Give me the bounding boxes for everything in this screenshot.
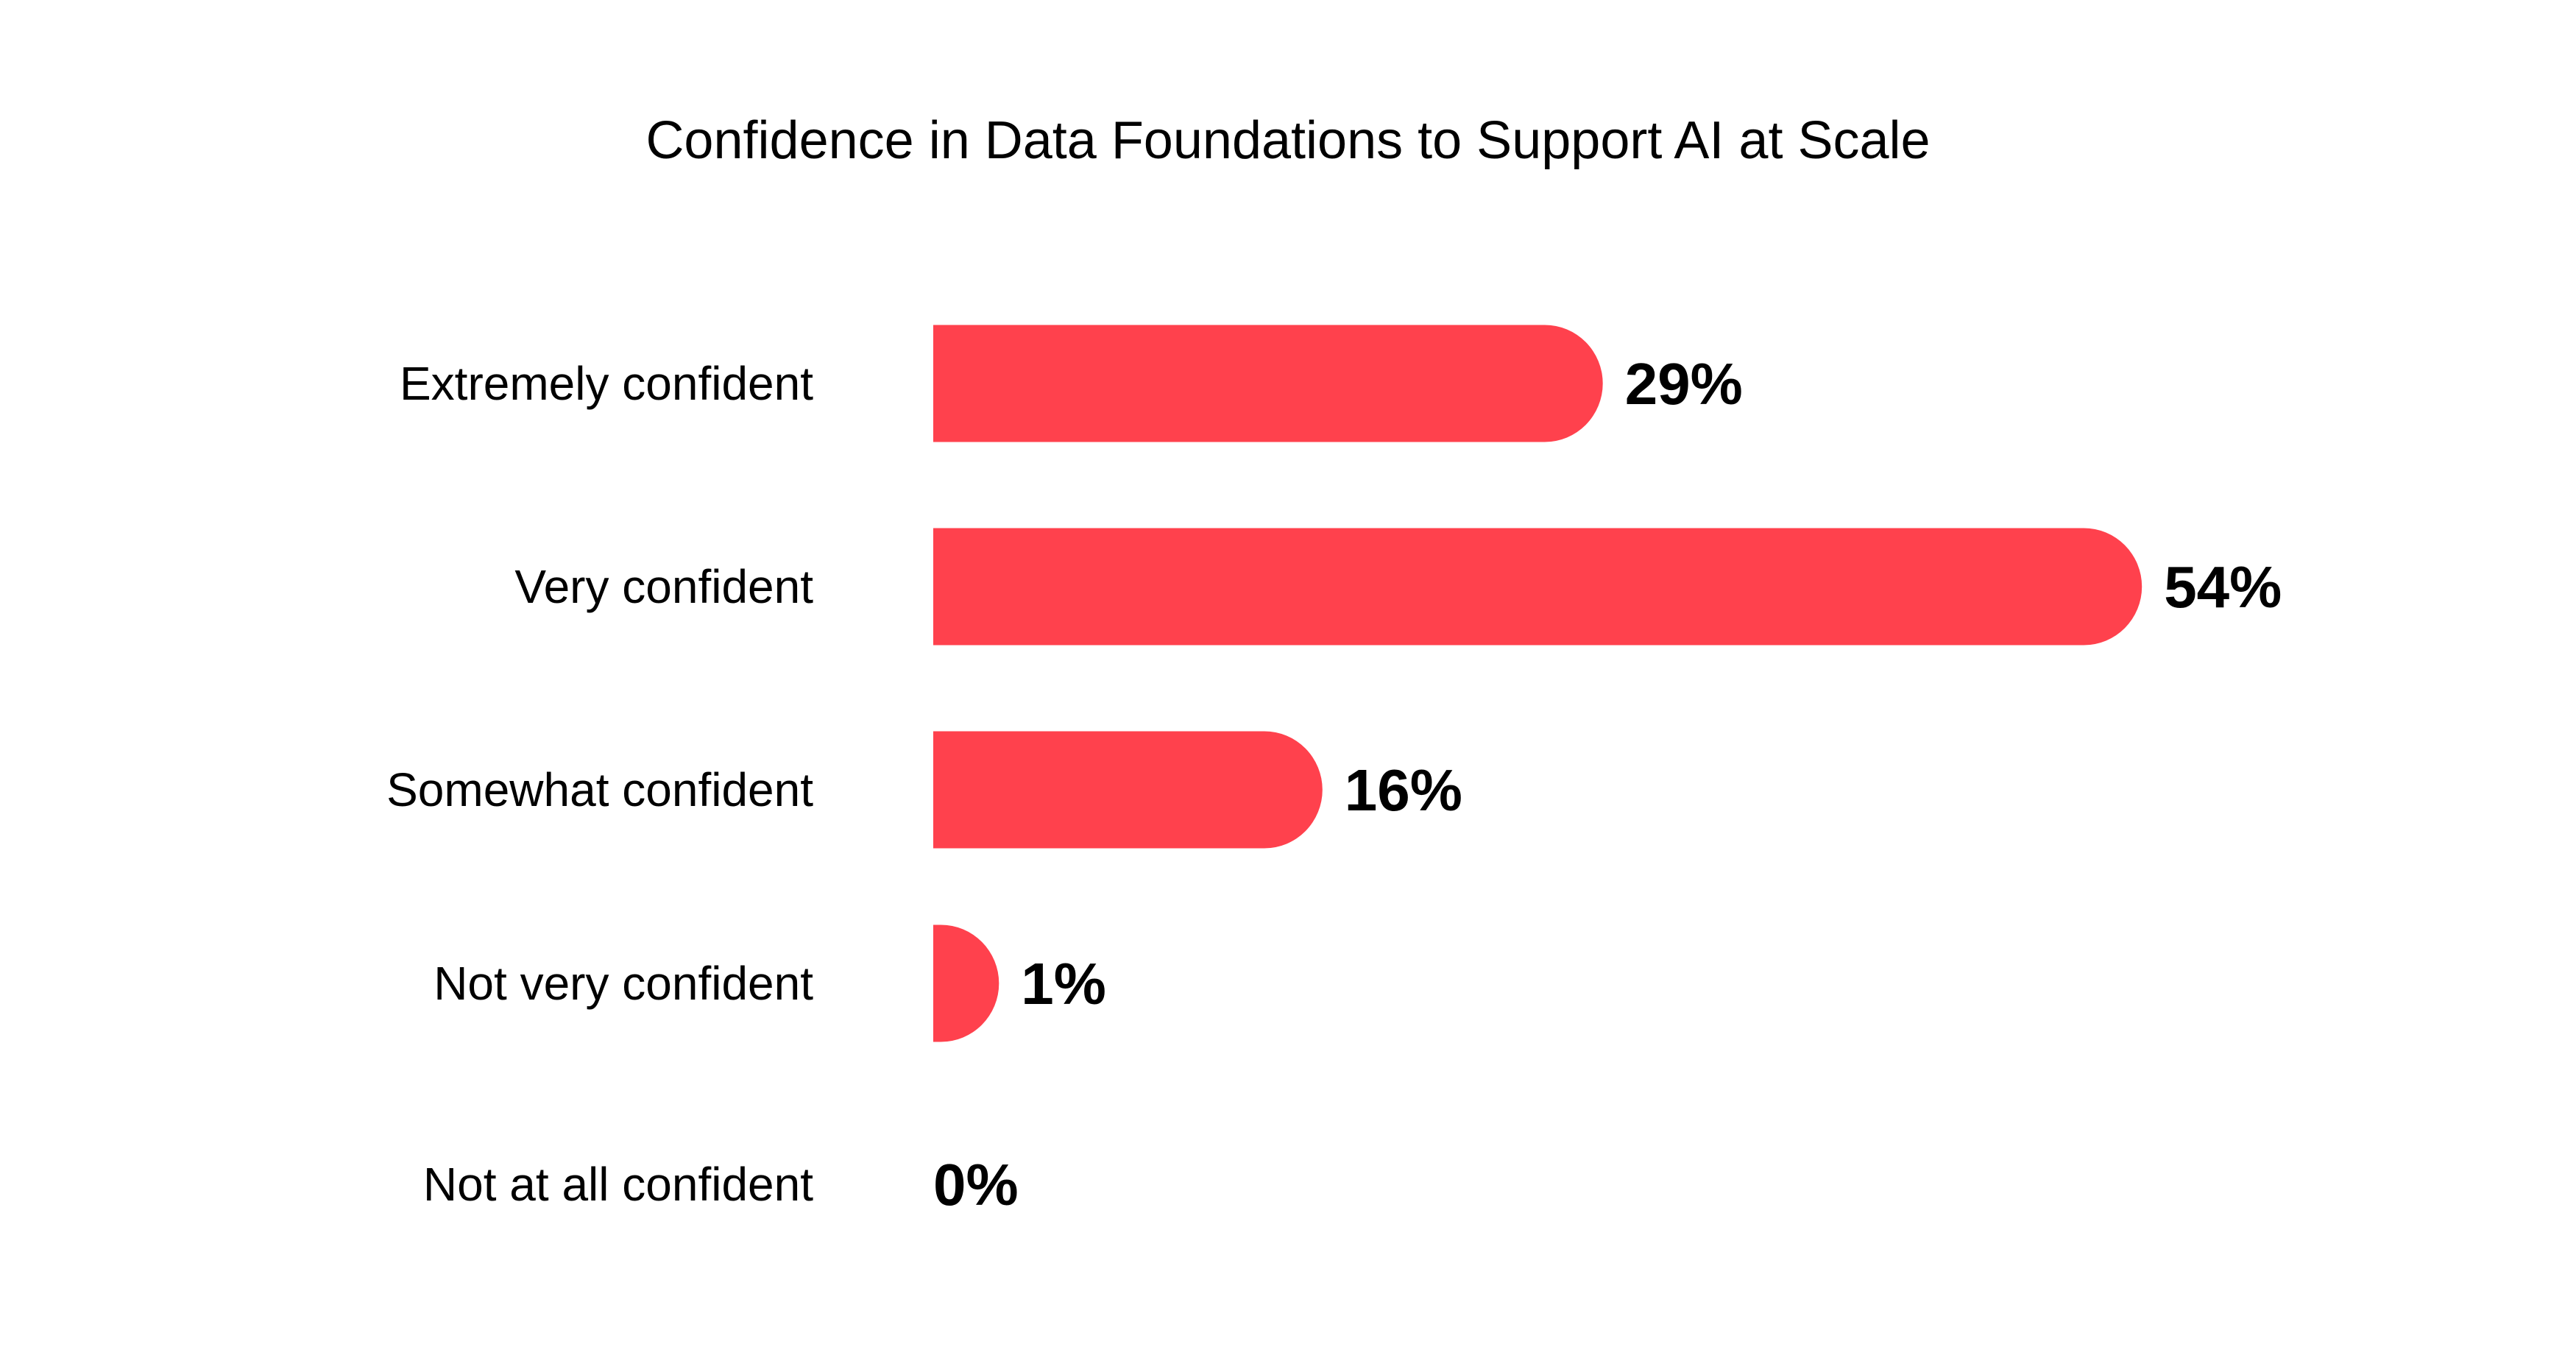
category-label: Not very confident	[434, 957, 813, 1010]
value-label: 54%	[2164, 554, 2282, 620]
category-label: Somewhat confident	[386, 763, 813, 816]
chart-title: Confidence in Data Foundations to Suppor…	[645, 111, 1931, 170]
bar	[933, 325, 1603, 442]
value-label: 0%	[933, 1152, 1019, 1217]
category-label: Extremely confident	[400, 357, 813, 410]
value-label: 16%	[1345, 757, 1462, 823]
category-label: Very confident	[514, 560, 813, 613]
bar	[933, 528, 2142, 646]
bar	[933, 731, 1323, 849]
value-label: 1%	[1021, 951, 1106, 1016]
value-label: 29%	[1625, 351, 1743, 417]
bar	[933, 924, 999, 1042]
category-label: Not at all confident	[423, 1158, 813, 1211]
